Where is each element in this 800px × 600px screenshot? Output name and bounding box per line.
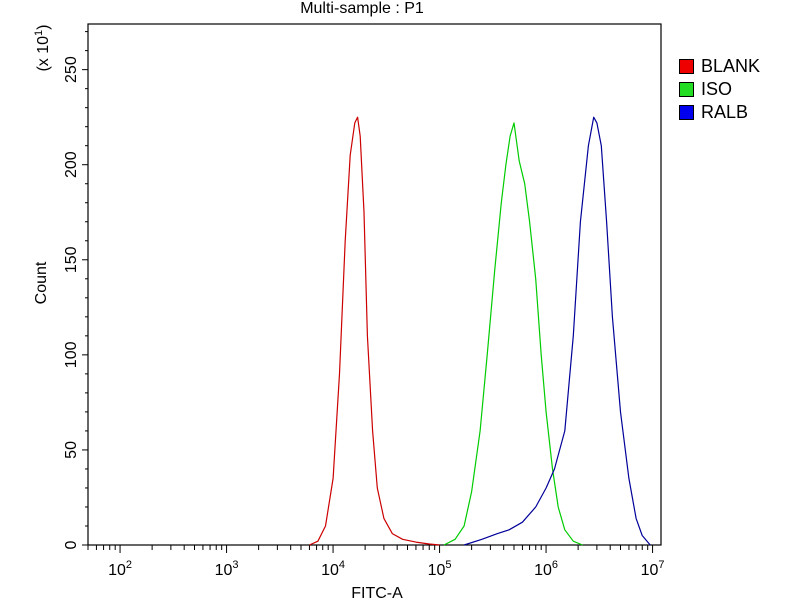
y-tick-label: 50 [63,441,80,459]
y-multiplier-exponent: 1 [33,30,45,36]
x-axis-label: FITC-A [351,585,403,600]
y-tick-label: 200 [63,151,80,178]
legend-label-iso: ISO [701,79,733,99]
plot-frame [87,23,662,546]
x-tick-label: 104 [321,559,345,579]
legend: BLANK ISO RALB [679,55,760,124]
series-line-ralb [463,116,651,546]
y-axis-label: Count [33,261,50,304]
legend-item-iso: ISO [679,78,760,101]
series-line-blank [309,116,440,546]
y-tick-label: 0 [63,540,80,549]
y-multiplier-label: (x 101) [33,24,52,71]
x-tick-label: 103 [215,559,239,579]
y-multiplier-text: (x 10 [35,36,52,72]
legend-item-ralb: RALB [679,101,760,124]
svg-text:(x 101): (x 101) [33,24,52,71]
x-tick-label: 107 [641,559,665,579]
legend-swatch-iso [679,82,694,97]
legend-swatch-blank [679,59,694,74]
legend-label-blank: BLANK [701,56,761,76]
legend-label-ralb: RALB [701,102,749,122]
y-tick-label: 150 [63,246,80,273]
legend-swatch-ralb [679,105,694,120]
y-multiplier-close: ) [35,24,52,29]
x-tick-label: 105 [428,559,452,579]
series-line-iso [443,122,583,546]
y-tick-label: 250 [63,56,80,83]
x-tick-label: 106 [534,559,558,579]
legend-item-blank: BLANK [679,55,760,78]
chart-title: Multi-sample : P1 [300,0,424,17]
x-tick-label: 102 [108,559,132,579]
y-tick-label: 100 [63,341,80,368]
